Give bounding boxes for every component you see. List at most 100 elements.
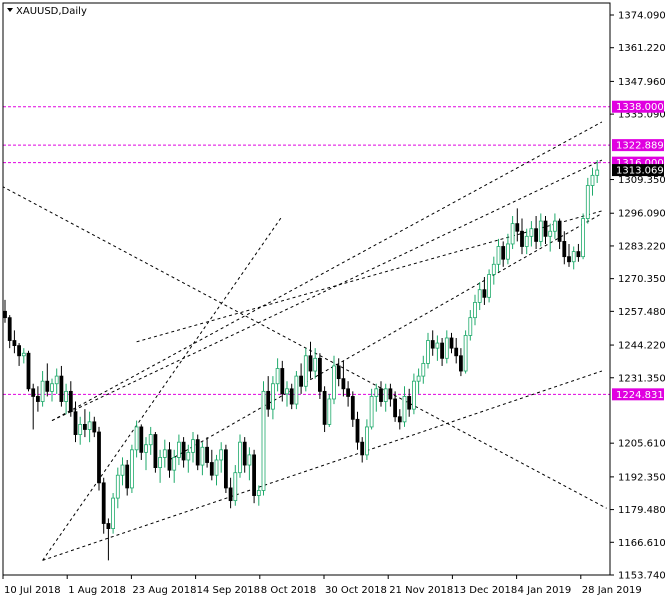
x-tick-label: 1 Aug 2018 (68, 585, 126, 596)
candle-body (397, 416, 402, 423)
candle-body (336, 365, 341, 380)
trendline[interactable] (42, 215, 283, 561)
candle-body (332, 365, 336, 400)
candle-body (219, 449, 224, 461)
candle-body (97, 431, 101, 484)
candle-body (205, 446, 210, 463)
x-tick-label: 23 Aug 2018 (132, 585, 196, 596)
candle-body (64, 390, 68, 402)
candle-body (172, 457, 177, 471)
candle-body (294, 375, 299, 405)
candle-body (238, 441, 242, 474)
candle-body (266, 390, 271, 410)
candle-body (355, 418, 360, 443)
x-tick-label: 4 Jan 2019 (518, 585, 572, 596)
y-tick-label: 1347.960 (618, 77, 665, 88)
candle-body (270, 383, 275, 410)
y-tick-label: 1166.610 (618, 538, 665, 549)
plot-frame (2, 2, 611, 576)
candle-body (571, 251, 576, 263)
candle-body (87, 421, 92, 430)
candle-body (153, 434, 158, 468)
candle-body (553, 220, 557, 232)
candle-body (125, 464, 130, 489)
candle-body (195, 439, 200, 466)
price-axis[interactable]: 1374.090 1361.220 1347.960 1335.090 1309.350… (610, 11, 665, 582)
candle-body (426, 340, 430, 364)
triangle-down-icon[interactable] (7, 8, 13, 12)
x-tick-label: 28 Jan 2019 (582, 585, 642, 596)
candle-body (510, 223, 515, 245)
candle-body (388, 388, 393, 400)
candle-body (26, 352, 31, 390)
candle-body (73, 411, 78, 435)
y-tick-label: 1374.090 (618, 11, 665, 22)
chart-title: XAUUSD,Daily (7, 6, 87, 17)
candle-body (491, 263, 496, 275)
y-tick-label: 1335.090 (618, 110, 665, 121)
candle-body (322, 390, 327, 425)
candle-body (167, 449, 172, 471)
candle-body (449, 337, 454, 349)
y-tick-label: 1361.220 (618, 43, 665, 54)
candle-body (487, 274, 492, 298)
trendlines (3, 121, 607, 561)
candle-body (505, 243, 510, 260)
candle-body (501, 246, 506, 260)
candle-body (421, 363, 426, 377)
level-labels: 1338.000 1322.889 1316.000 1224.831 1313.069 (612, 100, 664, 401)
x-tick-label: 13 Dec 2018 (453, 585, 517, 596)
candle-body (78, 423, 83, 435)
horizontal-levels (3, 106, 610, 395)
current-price-box (612, 164, 664, 177)
candle-body (515, 223, 520, 232)
candle-body (3, 310, 7, 319)
candle-body (36, 396, 40, 402)
candle-body (346, 388, 351, 397)
candle-body (317, 357, 322, 392)
candle-body (101, 482, 106, 524)
level-label-box (612, 388, 664, 401)
x-tick-label: 30 Oct 2018 (325, 585, 387, 596)
candle-body (144, 444, 148, 453)
candle-body (303, 355, 308, 387)
level-label: 1316.000 (616, 158, 664, 169)
candle-body (223, 449, 228, 489)
x-tick-label: 10 Jul 2018 (4, 585, 61, 596)
x-tick-label: 14 Sep 2018 (197, 585, 260, 596)
level-label: 1338.000 (616, 102, 664, 113)
candle-body (374, 388, 379, 397)
y-tick-label: 1153.740 (618, 571, 665, 582)
chart-title-text: XAUUSD,Daily (16, 6, 87, 17)
candle-body (275, 368, 280, 385)
candle-body (200, 446, 205, 466)
candle-body (402, 396, 407, 423)
y-tick-label: 1270.350 (618, 274, 665, 285)
candle-body (520, 230, 524, 247)
candle-body (209, 462, 214, 476)
trendline[interactable] (169, 213, 603, 461)
candle-body (364, 426, 369, 456)
candle-body (158, 457, 163, 468)
candle-body (111, 497, 115, 529)
candle-body (313, 357, 318, 372)
y-tick-label: 1257.480 (618, 307, 665, 318)
candle-body (256, 490, 261, 496)
candle-body (139, 426, 144, 453)
candle-body (21, 352, 26, 357)
candle-body (341, 378, 346, 390)
trendline[interactable] (42, 370, 603, 561)
trendline[interactable] (136, 210, 603, 343)
time-axis[interactable]: 10 Jul 2018 1 Aug 2018 23 Aug 2018 14 Sep 2… (2, 575, 642, 596)
candle-body (529, 228, 534, 237)
trendline[interactable] (51, 121, 603, 422)
candle-body (45, 380, 50, 392)
x-tick-label: 8 Oct 2018 (261, 585, 316, 596)
candle-body (458, 355, 463, 372)
candles (3, 160, 600, 561)
candle-body (524, 235, 529, 247)
candle-body (83, 423, 87, 430)
